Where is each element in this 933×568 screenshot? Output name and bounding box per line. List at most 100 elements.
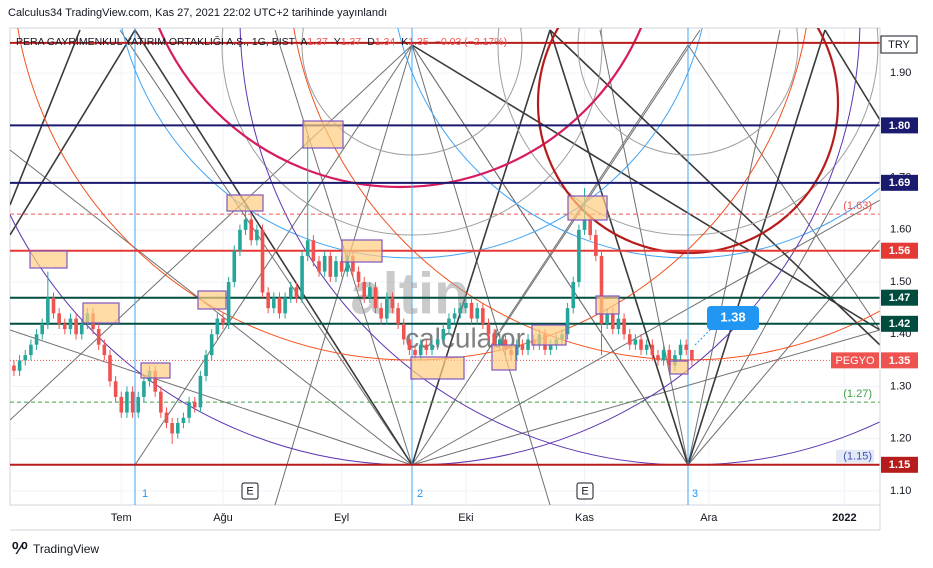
legend-key: A <box>300 36 307 48</box>
candle-body <box>198 376 203 408</box>
candle-body <box>96 329 101 345</box>
candle-body <box>175 423 180 434</box>
candle-body <box>74 318 78 335</box>
candle-body <box>639 339 643 350</box>
candle-body <box>51 297 56 314</box>
legend-key: D <box>367 36 375 48</box>
candle-body <box>260 229 265 293</box>
candle-body <box>17 360 22 371</box>
candle-body <box>362 282 367 298</box>
candle-body <box>435 339 440 345</box>
candle-body <box>616 318 621 330</box>
candle-body <box>599 255 604 324</box>
dashed-level-label: (1.15) <box>843 451 872 463</box>
candle-body <box>441 329 446 340</box>
candle-body <box>345 255 350 272</box>
legend-close: 1.35 <box>408 36 429 48</box>
level-label: 1.56 <box>889 245 910 257</box>
candle-body <box>317 261 321 272</box>
event-box <box>576 482 594 500</box>
legend-low: 1.34 <box>375 36 396 48</box>
candle-body <box>678 344 683 356</box>
x-tick-label: Ağu <box>213 512 233 524</box>
candle-body <box>356 271 361 283</box>
legend-key: K <box>401 36 408 48</box>
candle-body <box>565 308 570 335</box>
cycle-label: 3 <box>692 488 698 500</box>
candle-body <box>29 344 33 356</box>
candle-body <box>102 344 107 356</box>
candle-body <box>627 334 632 345</box>
legend-high: 1.37 <box>341 36 362 48</box>
candle-body <box>125 391 129 413</box>
candle-body <box>238 229 242 251</box>
candle-body <box>232 250 237 283</box>
y-tick-label: 1.50 <box>890 276 911 288</box>
event-box <box>241 482 259 500</box>
candle-body <box>68 318 73 330</box>
candle-body <box>142 381 146 397</box>
callout-pointer <box>694 327 713 346</box>
level-label: 1.69 <box>889 177 910 189</box>
candle-body <box>396 308 400 324</box>
candle-body <box>192 402 197 408</box>
x-tick-label: Eyl <box>334 512 349 524</box>
candle-body <box>464 302 468 309</box>
candle-body <box>407 339 412 350</box>
last-price-tag <box>881 352 918 369</box>
candle-body <box>481 308 485 324</box>
level-tag <box>881 174 918 191</box>
candle-body <box>243 219 248 230</box>
level-label: 1.42 <box>889 318 910 330</box>
candle-body <box>514 344 519 356</box>
candle-body <box>605 313 609 324</box>
candle-body <box>588 219 592 236</box>
candle-body <box>424 344 429 350</box>
callout-box <box>707 306 759 330</box>
candle-body <box>255 229 259 241</box>
candle-body <box>305 240 310 256</box>
event-label: E <box>246 485 253 497</box>
candle-body <box>215 318 220 335</box>
candle-body <box>130 391 135 413</box>
level-tag <box>881 315 918 332</box>
legend: PERA GAYRİMENKUL YATIRIM ORTAKLIĞI A.Ş.,… <box>16 35 507 48</box>
candle-body <box>334 261 338 277</box>
candle-body <box>108 355 112 382</box>
candle-body <box>294 287 299 298</box>
y-tick-label: 1.30 <box>890 380 911 392</box>
candle-body <box>221 318 225 324</box>
cycle-label: 2 <box>417 488 423 500</box>
candle-body <box>339 261 344 272</box>
y-tick-label: 1.10 <box>890 485 911 497</box>
cycle-label: 1 <box>142 488 148 500</box>
candle-body <box>497 339 502 345</box>
candle-body <box>667 349 672 366</box>
candle-body <box>401 323 406 340</box>
candle-body <box>322 255 327 272</box>
candle-body <box>650 344 655 356</box>
legend-title: PERA GAYRİMENKUL YATIRIM ORTAKLIĞI A.Ş.,… <box>16 35 296 48</box>
candle-body <box>57 313 61 324</box>
candle-body <box>181 417 186 424</box>
candle-body <box>12 365 16 371</box>
logo-mark: ⁰⁄⁰ <box>12 541 28 558</box>
candle-body <box>390 297 395 309</box>
candle-body <box>249 219 254 241</box>
candle-body <box>475 308 480 319</box>
last-price-label: 1.35 <box>889 355 910 367</box>
candle-body <box>385 297 389 319</box>
candle-body <box>40 323 45 335</box>
candle-body <box>644 344 649 350</box>
candle-body <box>170 423 174 434</box>
candle-body <box>164 412 169 424</box>
candle-body <box>328 255 333 277</box>
candle-body <box>594 235 598 256</box>
callout-label: 1.38 <box>720 309 745 324</box>
x-tick-label: Kas <box>575 512 594 524</box>
candle-body <box>418 344 423 356</box>
currency-box <box>880 35 918 54</box>
candle-body <box>311 240 316 262</box>
candle-body <box>277 297 282 314</box>
candle-body <box>413 349 417 356</box>
